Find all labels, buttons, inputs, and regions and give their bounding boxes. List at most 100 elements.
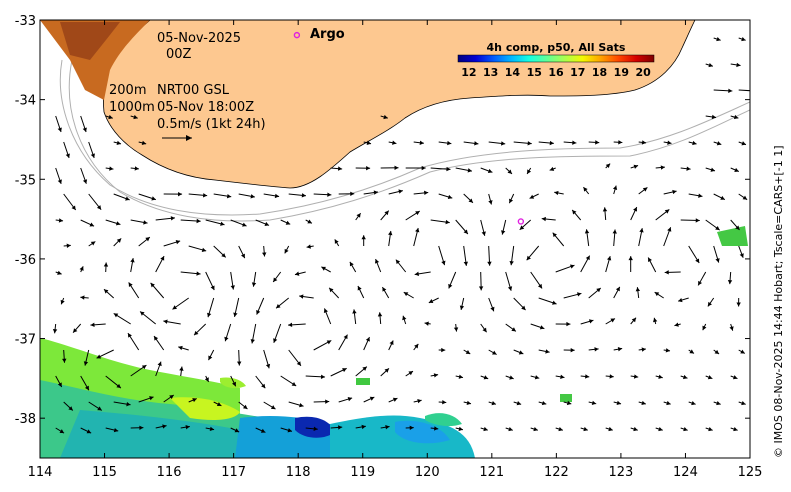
current-vector-head bbox=[583, 426, 588, 432]
current-vector-head bbox=[86, 429, 92, 434]
current-vector-head bbox=[501, 230, 506, 235]
current-vector-head bbox=[453, 327, 459, 332]
current-vector-head bbox=[509, 260, 514, 266]
current-vector-head bbox=[151, 196, 156, 201]
current-vector-head bbox=[141, 365, 147, 370]
current-vector-head bbox=[389, 340, 394, 346]
current-vector-head bbox=[521, 305, 526, 311]
lon-tick-label: 119 bbox=[350, 465, 375, 480]
current-vector-head bbox=[116, 140, 122, 146]
current-vector-head bbox=[633, 164, 639, 169]
current-vector-head bbox=[569, 264, 575, 269]
current-vector-head bbox=[285, 220, 291, 225]
current-vector-head bbox=[736, 302, 741, 307]
colorbar-labels: 12 13 14 15 16 17 18 19 20 bbox=[461, 66, 651, 79]
current-vector-head bbox=[736, 62, 741, 68]
current-vector-head bbox=[576, 292, 582, 297]
current-vector-head bbox=[323, 308, 328, 313]
current-vector-head bbox=[610, 318, 615, 323]
current-vector-head bbox=[108, 114, 113, 120]
current-vector-head bbox=[209, 426, 215, 432]
current-vector-head bbox=[716, 36, 721, 42]
sst-patch-far-east bbox=[717, 226, 748, 246]
current-vector-head bbox=[424, 190, 429, 196]
current-vector-head bbox=[641, 400, 646, 406]
current-vector-head bbox=[698, 280, 703, 286]
current-vector-head bbox=[466, 400, 471, 405]
sst-patch-deep-blue bbox=[295, 416, 335, 438]
current-vector-head bbox=[377, 312, 383, 317]
current-vector-head bbox=[337, 166, 343, 171]
current-vector-head bbox=[507, 286, 513, 291]
current-vector-head bbox=[584, 229, 590, 234]
colorbar-label: 13 bbox=[483, 66, 498, 79]
current-vector-head bbox=[84, 385, 89, 391]
current-vector-head bbox=[366, 165, 371, 171]
current-vector-head bbox=[273, 338, 278, 343]
current-vector-head bbox=[654, 292, 660, 297]
current-vector-head bbox=[447, 194, 453, 200]
lat-tick-label: -34 bbox=[15, 94, 36, 109]
lon-tick-label: 122 bbox=[544, 465, 569, 480]
current-vector-head bbox=[739, 253, 744, 258]
current-vector-head bbox=[566, 321, 571, 327]
current-vector-head bbox=[250, 194, 255, 199]
current-vector-head bbox=[483, 426, 488, 432]
current-vector-head bbox=[160, 256, 165, 261]
current-vector-head bbox=[735, 225, 740, 230]
current-vector-head bbox=[566, 400, 572, 406]
current-vector-head bbox=[682, 374, 688, 380]
current-vector-head bbox=[686, 166, 691, 171]
current-vector-head bbox=[591, 400, 597, 406]
current-vector-head bbox=[96, 205, 102, 210]
current-vector-head bbox=[727, 279, 733, 285]
lat-tick-label: -38 bbox=[15, 412, 36, 427]
current-vector-head bbox=[516, 401, 522, 406]
current-vector-head bbox=[695, 258, 700, 264]
current-vector-head bbox=[80, 295, 85, 300]
argo-float-marker bbox=[293, 31, 301, 39]
current-vector-head bbox=[500, 141, 506, 146]
current-vector-head bbox=[527, 169, 532, 174]
current-vector-head bbox=[296, 361, 301, 366]
current-vector-head bbox=[667, 227, 672, 232]
current-vector-head bbox=[533, 426, 538, 432]
current-vector-head bbox=[260, 428, 266, 433]
current-vector-head bbox=[446, 166, 451, 172]
current-vector-head bbox=[334, 239, 339, 244]
current-vector-head bbox=[306, 244, 311, 249]
current-vector-head bbox=[606, 256, 612, 261]
current-vector-head bbox=[313, 426, 318, 432]
current-vector-head bbox=[347, 396, 353, 402]
current-vector-head bbox=[196, 218, 201, 224]
current-vector-head bbox=[365, 337, 370, 342]
current-vector-head bbox=[740, 349, 745, 354]
current-vector-head bbox=[633, 374, 639, 379]
current-vector-head bbox=[415, 227, 420, 233]
current-vector-head bbox=[338, 425, 343, 430]
current-vector-head bbox=[714, 349, 720, 355]
current-vector-head bbox=[374, 259, 380, 264]
current-vector-head bbox=[478, 286, 484, 291]
current-vector-head bbox=[635, 287, 641, 292]
current-vector-head bbox=[82, 179, 88, 184]
current-vector-head bbox=[711, 114, 717, 120]
current-vector-head bbox=[127, 333, 132, 338]
current-vector-head bbox=[264, 221, 270, 226]
colorbar-label: 15 bbox=[527, 66, 542, 79]
current-vector-head bbox=[617, 347, 623, 352]
current-vector-head bbox=[52, 329, 58, 334]
current-vector-head bbox=[509, 198, 514, 204]
current-vector-head bbox=[373, 190, 378, 195]
sst-patch-yellow bbox=[170, 397, 240, 420]
argo-legend-label: Argo bbox=[310, 27, 345, 42]
current-vector-head bbox=[133, 114, 138, 120]
current-vector-head bbox=[537, 283, 543, 289]
lon-tick-label: 116 bbox=[157, 465, 182, 480]
current-vector-head bbox=[594, 347, 599, 352]
current-vector-head bbox=[424, 321, 429, 326]
sst-field bbox=[40, 226, 748, 458]
current-vector-head bbox=[552, 300, 557, 305]
current-vector-head bbox=[417, 398, 422, 404]
current-vector-head bbox=[116, 383, 121, 389]
